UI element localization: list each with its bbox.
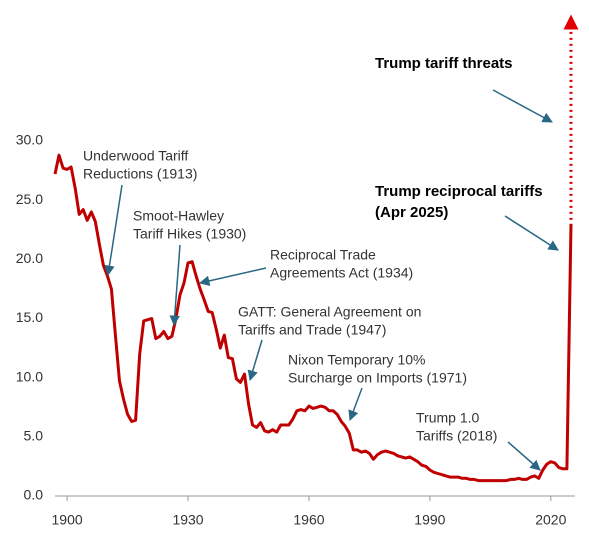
annotation-arrow [247, 339, 263, 382]
y-tick-label: 30.0 [16, 132, 43, 148]
y-tick-label: 5.0 [24, 428, 44, 444]
annotation-arrow [104, 184, 123, 277]
y-tick-label: 0.0 [24, 487, 44, 503]
annotation: Tariffs and Trade (1947) [238, 322, 386, 338]
x-tick-label: 1930 [172, 512, 203, 528]
annotation: (Apr 2025) [375, 204, 448, 221]
x-tick-label: 1900 [52, 512, 83, 528]
x-tick-label: 1990 [414, 512, 445, 528]
line-series [53, 153, 573, 483]
annotation: Underwood Tariff [83, 148, 188, 164]
annotation-arrow [492, 89, 553, 123]
annotation: Surcharge on Imports (1971) [288, 370, 467, 386]
annotation: Reciprocal Trade [270, 247, 376, 263]
annotation: Agreements Act (1934) [270, 265, 413, 281]
annotation: Smoot-Hawley [133, 208, 224, 224]
annotation-arrow [504, 215, 559, 251]
annotation-arrow [507, 441, 541, 471]
y-tick-label: 25.0 [16, 191, 43, 207]
y-tick-label: 20.0 [16, 250, 43, 266]
annotation: GATT: General Agreement on [238, 304, 421, 320]
annotation: Reductions (1913) [83, 166, 197, 182]
annotation: Nixon Temporary 10% [288, 352, 425, 368]
y-tick-label: 10.0 [16, 368, 43, 384]
annotation-arrow [198, 267, 267, 287]
annotation: Trump reciprocal tariffs [375, 183, 543, 200]
annotation-arrow [348, 387, 363, 421]
x-tick-label: 2020 [535, 512, 566, 528]
annotation: Trump 1.0 [416, 410, 479, 426]
annotation-arrow [169, 244, 181, 327]
annotation: Tariffs (2018) [416, 428, 497, 444]
annotation: Trump tariff threats [375, 55, 513, 72]
annotation: Tariff Hikes (1930) [133, 226, 246, 242]
x-tick-label: 1960 [293, 512, 324, 528]
y-tick-label: 15.0 [16, 309, 43, 325]
